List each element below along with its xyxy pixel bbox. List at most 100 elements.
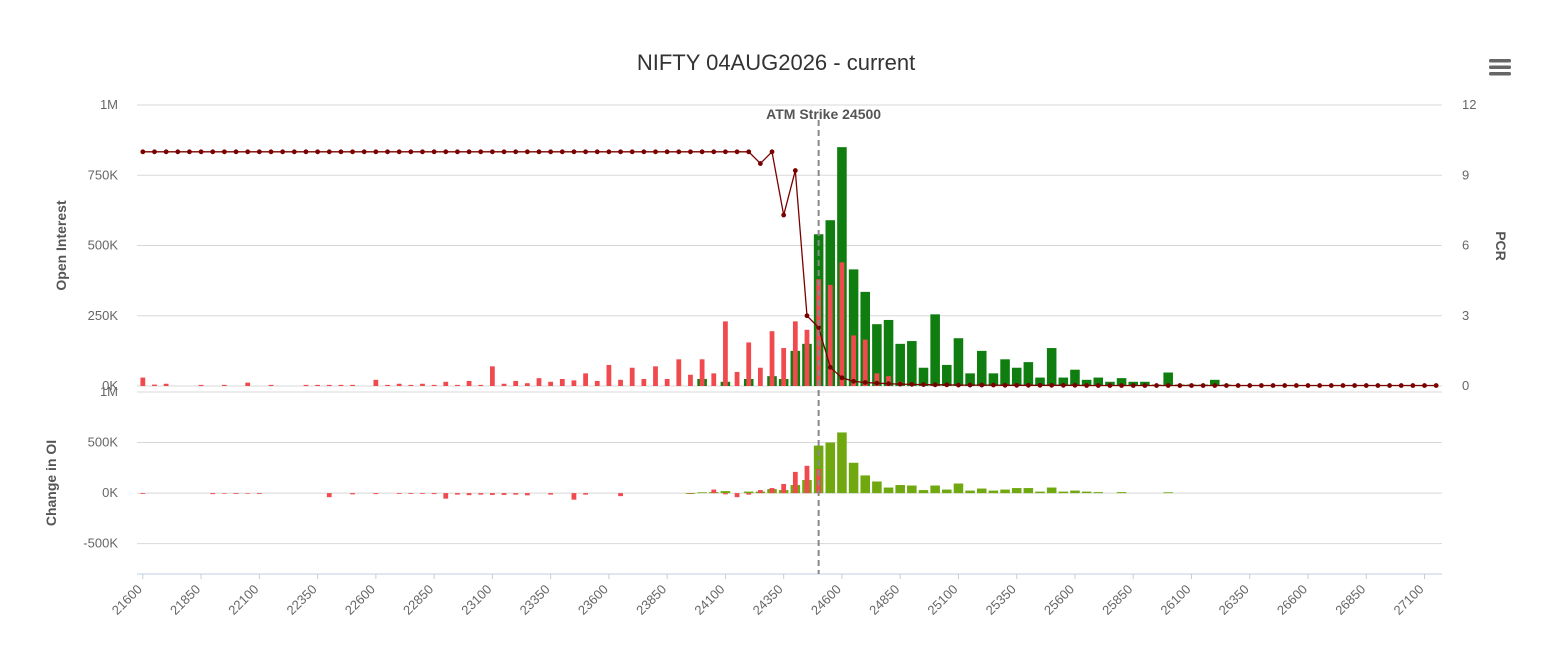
pcr-point [594, 149, 600, 155]
put-oi-bar [373, 379, 379, 386]
pcr-point [1212, 383, 1218, 388]
call-change-bar [720, 491, 731, 494]
pcr-point [245, 149, 251, 155]
put-oi-bar [874, 373, 880, 386]
put-oi-bar [140, 377, 146, 386]
put-change-bar [396, 493, 402, 494]
put-oi-bar [396, 383, 402, 386]
put-oi-bar [326, 384, 332, 386]
pcr-point [478, 149, 484, 155]
x-tick-label: 24600 [808, 582, 844, 618]
top-y-tick-label: 250K [88, 308, 119, 323]
pcr-point [944, 382, 950, 388]
put-oi-bar [641, 378, 647, 386]
change-in-oi-axis-title: Change in OI [43, 440, 59, 526]
call-oi-bar [918, 367, 929, 386]
put-change-bar [466, 493, 472, 496]
pcr-point [1095, 383, 1101, 388]
pcr-point [466, 149, 472, 155]
put-change-bar [443, 493, 449, 499]
x-tick-label: 26100 [1157, 582, 1193, 618]
pcr-point [198, 149, 204, 155]
top-y-tick-label: 1M [100, 97, 118, 112]
pcr-point [804, 313, 810, 319]
call-oi-bar [848, 269, 859, 386]
put-oi-bar [524, 383, 530, 386]
put-change-bar [210, 493, 216, 495]
pcr-point [361, 149, 367, 155]
call-change-bar [1023, 488, 1034, 494]
put-change-bar [478, 493, 484, 495]
x-tick-label: 23100 [458, 582, 494, 618]
call-oi-bar [1093, 377, 1104, 386]
pcr-point [653, 149, 658, 155]
call-change-bar [1035, 491, 1045, 494]
x-tick-label: 24100 [691, 582, 727, 618]
pcr-point [886, 381, 891, 387]
put-change-bar [350, 493, 355, 495]
pcr-point [268, 149, 274, 155]
call-change-bar [1000, 489, 1010, 494]
call-change-bar [860, 475, 871, 494]
hamburger-menu-icon[interactable] [1486, 56, 1514, 80]
bottom-y-tick-label: 1M [100, 384, 118, 399]
call-change-bar [930, 485, 940, 494]
put-oi-bar [338, 384, 344, 386]
call-change-bar [872, 481, 882, 494]
call-oi-bar [1011, 367, 1022, 386]
pcr-point [1305, 383, 1311, 388]
pcr-point [571, 149, 577, 155]
put-change-bar [688, 493, 693, 494]
put-oi-bar [303, 384, 309, 386]
put-oi-bar [664, 378, 670, 386]
pcr-point [816, 325, 822, 330]
call-oi-bar [1058, 377, 1069, 386]
pcr-line-layer [140, 149, 1439, 388]
chart-title: NIFTY 04AUG2026 - current [637, 50, 915, 75]
pcr-point [315, 149, 321, 155]
call-change-bar [883, 487, 894, 494]
pcr-point [606, 149, 612, 155]
pcr-point [967, 382, 973, 388]
bottom-y-tick-label: 500K [88, 435, 119, 450]
bars [140, 147, 1232, 500]
put-oi-bar [443, 381, 449, 386]
pcr-point [827, 364, 833, 370]
put-change-bar [583, 493, 588, 495]
pcr-point [769, 149, 775, 155]
pcr-point [431, 149, 437, 155]
pcr-point [1410, 383, 1416, 388]
put-oi-bar [653, 366, 658, 386]
pcr-point [303, 149, 309, 155]
call-change-bar [988, 490, 999, 494]
put-oi-bar [501, 383, 507, 386]
x-tick-label: 26350 [1216, 582, 1252, 618]
put-change-bar [548, 493, 554, 495]
put-change-bar [455, 493, 460, 495]
pcr-point [1352, 383, 1358, 388]
call-change-bar [1058, 491, 1069, 494]
put-oi-bar [688, 374, 693, 386]
put-oi-bar [152, 384, 157, 386]
pcr-point [513, 149, 519, 155]
call-change-bar [1081, 491, 1092, 494]
call-oi-bar [907, 341, 917, 386]
pcr-point [140, 149, 146, 155]
put-oi-bar [757, 367, 763, 386]
call-oi-bar [976, 350, 987, 386]
pcr-point [909, 381, 915, 387]
put-oi-bar [198, 384, 204, 386]
call-change-bar [1163, 492, 1173, 494]
put-change-bar [781, 484, 787, 494]
pcr-point [746, 149, 752, 155]
pcr-point [629, 149, 635, 155]
call-change-bar [697, 492, 707, 494]
put-oi-bar [839, 262, 845, 386]
pcr-point [443, 149, 449, 155]
put-change-bar [618, 493, 623, 497]
call-change-bar [1093, 492, 1104, 494]
pcr-point [781, 212, 787, 218]
put-change-bar [769, 488, 775, 494]
pcr-point [501, 149, 507, 155]
